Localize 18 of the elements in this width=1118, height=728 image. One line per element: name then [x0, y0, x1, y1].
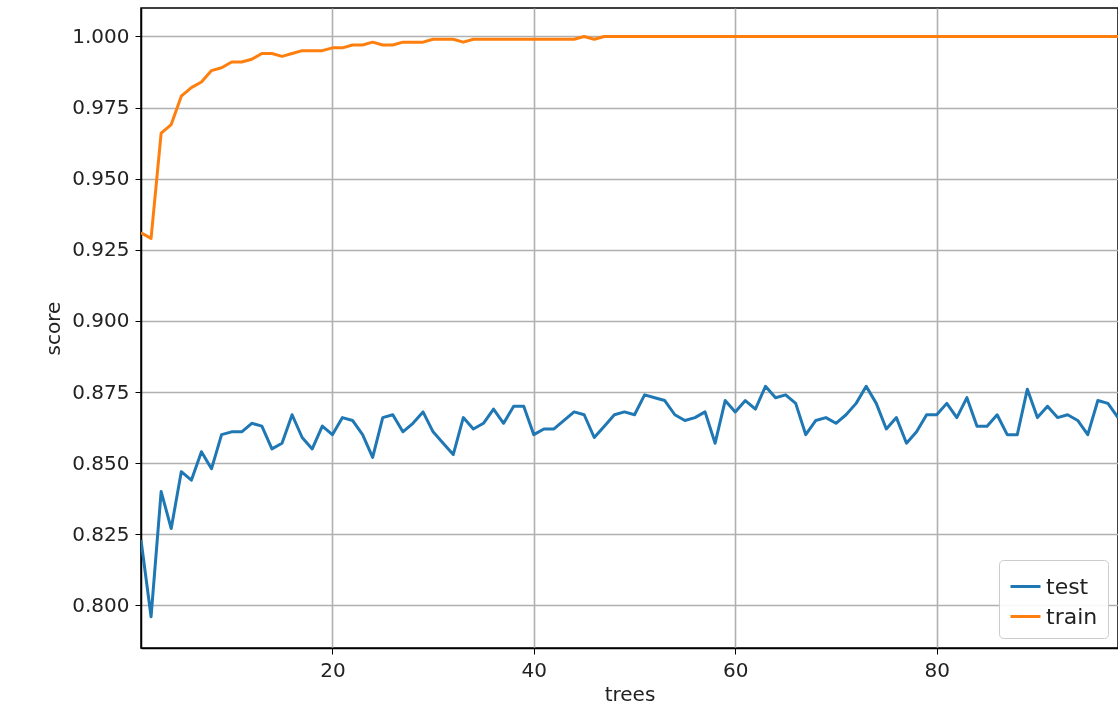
- x-axis-title: trees: [604, 681, 656, 706]
- y-tick-label: 0.975: [72, 95, 130, 120]
- x-tick-label: 60: [723, 657, 749, 682]
- x-tick-label: 20: [320, 657, 346, 682]
- y-tick-label: 0.875: [72, 379, 130, 404]
- x-tick-label: 80: [924, 657, 950, 682]
- y-tick-label: 0.850: [72, 450, 130, 475]
- legend-label: test: [1046, 573, 1089, 599]
- y-axis-title: score: [41, 301, 66, 356]
- y-tick-label: 1.000: [72, 23, 130, 48]
- x-tick-label: 40: [521, 657, 548, 682]
- y-tick-label: 0.950: [72, 166, 130, 191]
- y-tick-label: 0.825: [72, 521, 130, 546]
- y-tick-label: 0.800: [72, 592, 130, 617]
- y-tick-label: 0.900: [72, 308, 130, 333]
- line-series: [141, 34, 1118, 240]
- legend-label: train: [1046, 603, 1098, 629]
- y-tick-label: 0.925: [72, 237, 130, 262]
